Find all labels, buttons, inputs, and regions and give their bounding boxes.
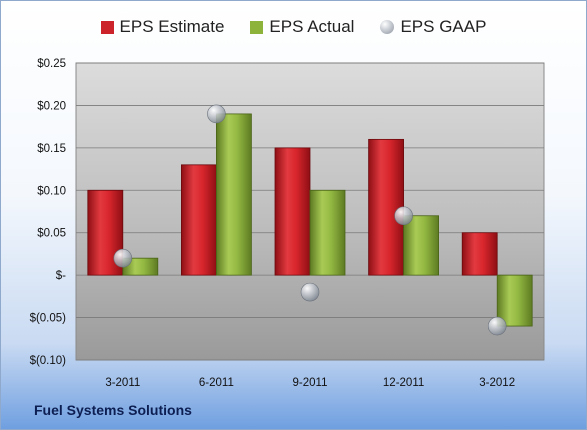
- x-tick-label: 12-2011: [383, 377, 424, 389]
- y-tick-label: $0.15: [37, 143, 66, 155]
- x-tick-label: 3-2012: [479, 377, 515, 389]
- y-tick-label: $0.25: [37, 58, 66, 70]
- legend-item-eps-estimate: EPS Estimate: [100, 17, 225, 37]
- marker-eps-gaap: [207, 104, 226, 124]
- x-tick-label: 3-2011: [105, 377, 140, 389]
- marker-eps-gaap: [394, 206, 413, 226]
- legend-label: EPS Estimate: [119, 17, 225, 36]
- legend-label: EPS Actual: [269, 17, 355, 36]
- legend-item-eps-gaap: EPS GAAP: [380, 17, 486, 37]
- legend-label: EPS GAAP: [400, 17, 487, 36]
- bar-eps-actual: [403, 215, 440, 276]
- y-tick-label: $0.20: [37, 100, 66, 112]
- y-tick-label: $(0.10): [30, 355, 67, 367]
- y-tick-label: $0.10: [37, 185, 66, 197]
- marker-eps-gaap: [300, 282, 320, 302]
- x-tick-label: 9-2011: [293, 377, 328, 389]
- bar-eps-actual: [309, 189, 346, 276]
- bar-eps-actual: [496, 274, 533, 327]
- y-tick-label: $-: [56, 270, 66, 282]
- marker-eps-gaap: [113, 248, 133, 268]
- y-tick-label: $(0.05): [30, 313, 67, 325]
- legend: EPS Estimate EPS Actual EPS GAAP: [1, 17, 586, 37]
- sphere-swatch-icon: [380, 20, 395, 34]
- marker-eps-gaap: [487, 316, 507, 336]
- x-tick-label: 6-2011: [199, 377, 234, 389]
- square-swatch-icon: [250, 20, 264, 34]
- y-tick-label: $0.05: [37, 228, 66, 240]
- square-swatch-icon: [100, 20, 114, 34]
- bar-eps-actual: [215, 113, 252, 276]
- bar-eps-estimate: [461, 232, 498, 276]
- bar-eps-estimate: [180, 164, 217, 276]
- company-name: Fuel Systems Solutions: [34, 402, 192, 418]
- legend-item-eps-actual: EPS Actual: [250, 17, 354, 37]
- bar-eps-estimate: [274, 147, 311, 276]
- bar-eps-estimate: [368, 138, 405, 276]
